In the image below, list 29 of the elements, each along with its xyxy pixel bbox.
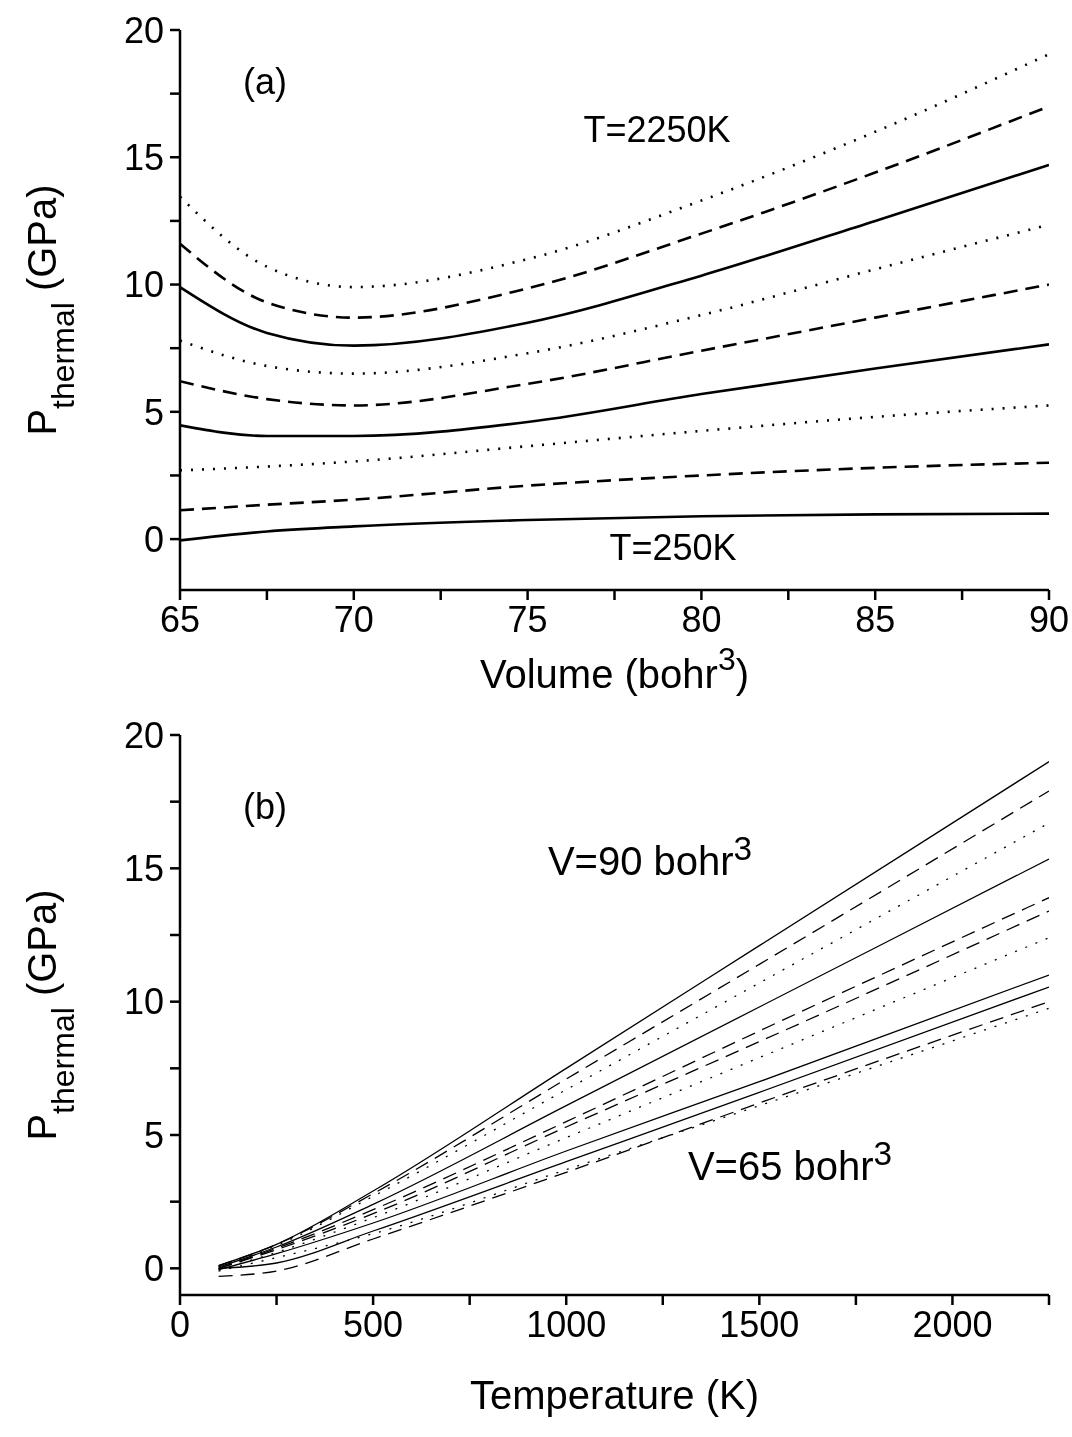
y-tick-label: 5: [143, 391, 164, 433]
x-tick-label: 2000: [912, 1303, 993, 1345]
x-tick-label: 90: [1028, 598, 1070, 640]
y-tick-label: 15: [123, 848, 164, 890]
annotation: (b): [243, 785, 287, 829]
x-tick-label: 70: [333, 598, 374, 640]
x-axis-title: Volume (bohr$^{3}$): [479, 641, 750, 696]
annotation: T=2250K: [583, 108, 731, 152]
x-tick-label: 500: [343, 1303, 404, 1345]
x-tick-label: 65: [159, 598, 201, 640]
x-tick-label: 1500: [719, 1303, 800, 1345]
y-tick-label: 0: [143, 1248, 164, 1290]
x-tick-label: 80: [681, 598, 722, 640]
y-tick-label: 15: [123, 137, 164, 179]
y-tick-label: 10: [123, 981, 164, 1023]
annotation: T=250K: [609, 526, 737, 570]
annotation: V=90 bohr$^{3}$: [547, 829, 753, 883]
x-tick-label: 85: [855, 598, 896, 640]
y-tick-label: 5: [143, 1114, 164, 1156]
y-tick-label: 0: [143, 518, 164, 560]
annotation: (a): [243, 60, 287, 104]
x-tick-label: 75: [507, 598, 548, 640]
y-tick-label: 20: [123, 9, 164, 51]
x-tick-label: 1000: [526, 1303, 607, 1345]
x-tick-label: 0: [169, 1303, 191, 1345]
y-tick-label: 20: [123, 714, 164, 756]
y-tick-label: 10: [123, 264, 164, 306]
annotation: V=65 bohr$^{3}$: [687, 1134, 893, 1188]
x-axis-title: Temperature (K): [470, 1373, 759, 1417]
